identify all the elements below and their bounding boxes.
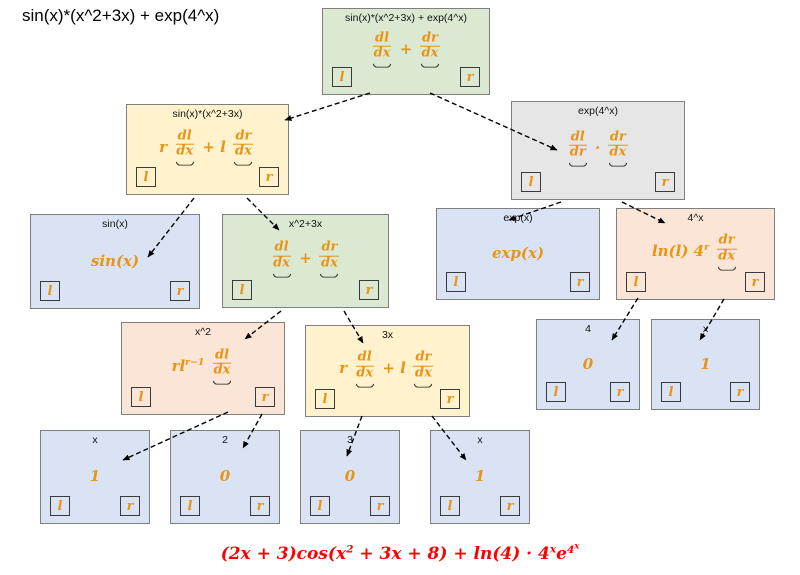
node-x-squared: x^2 rlr−1 dl dx l r — [121, 322, 285, 415]
node-leaf-x-2: x 1 l r — [430, 430, 530, 524]
node-sum: x^2+3x dl dx + dr dx l r — [222, 214, 389, 308]
result-formula: (2x + 3)cos(x2 + 3x + 8) + ln(4) · 4xe4x — [220, 540, 580, 565]
right-child-box: r — [745, 272, 765, 292]
node-derivative-formula: 1 — [89, 467, 101, 486]
right-child-box: r — [655, 172, 675, 192]
underbrace — [320, 273, 339, 278]
node-derivative-formula: dl dr · dr dx — [514, 129, 682, 168]
node-derivative-formula: dl dx + dr dx — [325, 30, 487, 69]
left-child-box: l — [232, 280, 252, 300]
node-product: sin(x)*(x^2+3x) r dl dx + l dr dx l r — [126, 104, 289, 195]
node-title: sin(x) — [102, 218, 128, 230]
right-child-box: r — [250, 496, 270, 516]
left-child-box: l — [546, 382, 566, 402]
node-leaf-2: 2 0 l r — [170, 430, 280, 524]
node-title: exp(x) — [503, 212, 533, 224]
right-child-box: r — [170, 281, 190, 301]
node-derivative-formula: 0 — [219, 467, 231, 486]
right-child-box: r — [460, 67, 480, 87]
left-child-box: l — [332, 67, 352, 87]
left-child-box: l — [521, 172, 541, 192]
underbrace — [420, 64, 439, 69]
node-title: 4^x — [687, 212, 704, 224]
left-child-box: l — [661, 382, 681, 402]
node-title: x — [702, 323, 709, 335]
underbrace — [608, 163, 627, 168]
left-child-box: l — [180, 496, 200, 516]
left-child-box: l — [310, 496, 330, 516]
node-title: 2 — [222, 434, 228, 446]
node-derivative-formula: r dl dx + l dr dx — [129, 128, 286, 167]
node-leaf-3: 3 0 l r — [300, 430, 400, 524]
left-child-box: l — [131, 387, 151, 407]
node-leaf-x-1: x 1 l r — [40, 430, 150, 524]
tree-edge-arrow — [284, 92, 371, 121]
right-child-box: r — [255, 387, 275, 407]
node-root: sin(x)*(x^2+3x) + exp(4^x) dl dx + dr dx l… — [322, 8, 490, 95]
node-three-x: 3x r dl dx + l dr dx l r — [305, 325, 470, 417]
node-derivative-formula: 0 — [582, 354, 594, 373]
node-exp-x: exp(x) exp(x) l r — [436, 208, 600, 300]
right-child-box: r — [730, 382, 750, 402]
node-title: 3x — [381, 329, 394, 341]
node-x-var: x 1 l r — [651, 319, 760, 410]
underbrace — [272, 273, 291, 278]
node-title: 3 — [347, 434, 353, 446]
underbrace — [568, 163, 587, 168]
underbrace — [175, 162, 194, 167]
node-derivative-formula: exp(x) — [491, 244, 545, 263]
node-derivative-formula: ln(l) 4r dr dx — [619, 233, 772, 271]
node-derivative-formula: 0 — [344, 467, 356, 486]
right-child-box: r — [570, 272, 590, 292]
right-child-box: r — [370, 496, 390, 516]
node-title: 4 — [585, 323, 591, 335]
node-exp-chain: exp(4^x) dl dr · dr dx l r — [511, 101, 685, 200]
underbrace — [234, 162, 253, 167]
node-title: sin(x)*(x^2+3x) + exp(4^x) — [345, 12, 467, 24]
right-child-box: r — [259, 167, 279, 187]
left-child-box: l — [626, 272, 646, 292]
expression-label: sin(x)*(x^2+3x) + exp(4^x) — [22, 6, 220, 25]
node-derivative-formula: 1 — [700, 354, 711, 373]
right-child-box: r — [120, 496, 140, 516]
underbrace — [355, 383, 374, 388]
underbrace — [414, 383, 433, 388]
underbrace — [213, 381, 231, 386]
node-derivative-formula: 1 — [474, 467, 486, 486]
node-derivative-formula: dl dx + dr dx — [225, 240, 386, 278]
left-child-box: l — [446, 272, 466, 292]
node-title: sin(x)*(x^2+3x) — [172, 108, 243, 120]
node-title: x — [477, 434, 483, 446]
right-child-box: r — [500, 496, 520, 516]
node-four: 4 0 l r — [536, 319, 640, 410]
node-derivative-formula: sin(x) — [90, 251, 140, 270]
right-child-box: r — [359, 280, 379, 300]
node-title: x^2 — [194, 326, 212, 338]
left-child-box: l — [40, 281, 60, 301]
left-child-box: l — [50, 496, 70, 516]
node-sin: sin(x) sin(x) l r — [30, 214, 200, 309]
left-child-box: l — [136, 167, 156, 187]
node-title: x^2+3x — [288, 218, 323, 230]
node-derivative-formula: r dl dx + l dr dx — [308, 350, 467, 388]
left-child-box: l — [315, 389, 335, 409]
node-pow-4x: 4^x ln(l) 4r dr dx l r — [616, 208, 775, 300]
left-child-box: l — [440, 496, 460, 516]
underbrace — [717, 266, 736, 271]
node-derivative-formula: rlr−1 dl dx — [124, 347, 282, 386]
node-title: exp(4^x) — [578, 105, 618, 117]
right-child-box: r — [610, 382, 630, 402]
right-child-box: r — [440, 389, 460, 409]
underbrace — [373, 64, 392, 69]
node-title: x — [92, 434, 98, 446]
